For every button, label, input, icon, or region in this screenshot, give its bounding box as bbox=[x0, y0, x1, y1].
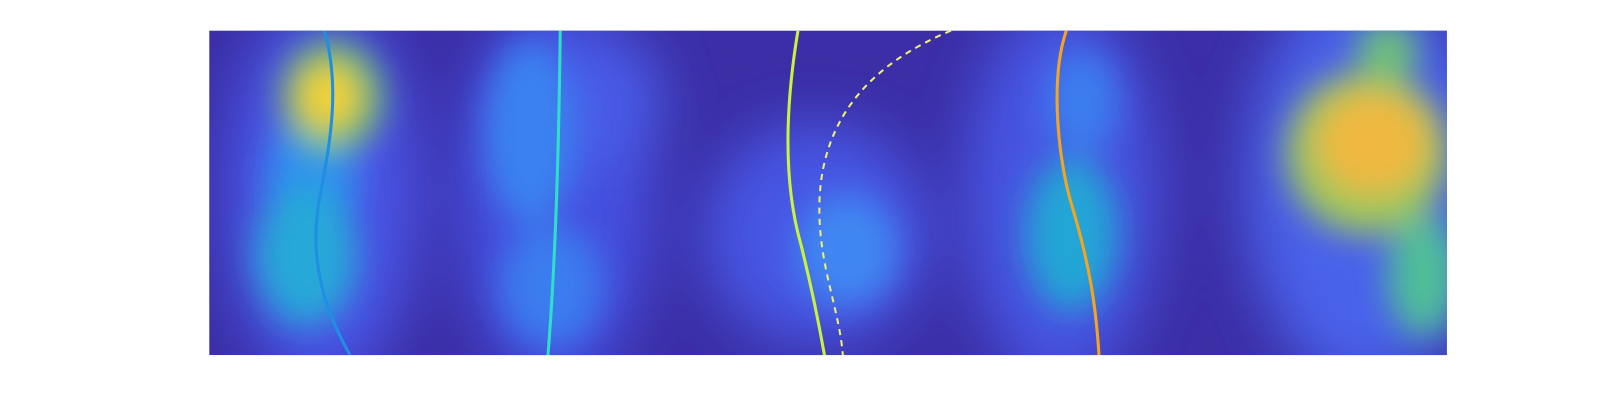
density-core bbox=[255, 30, 1447, 347]
curve-orange bbox=[1055, 30, 1101, 356]
curve-blue bbox=[314, 30, 352, 356]
curve-lime bbox=[786, 30, 826, 356]
curves bbox=[314, 30, 1101, 356]
heatmap bbox=[209, 30, 1447, 356]
curve-cyan bbox=[546, 30, 562, 356]
